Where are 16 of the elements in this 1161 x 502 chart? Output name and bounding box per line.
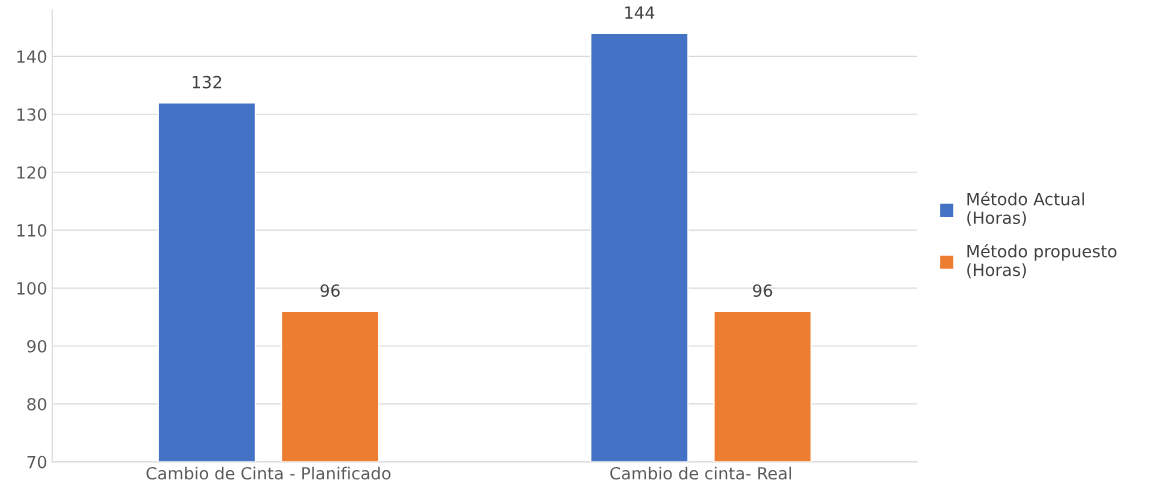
y-tick-label: 100 [17, 282, 47, 295]
y-tick-label: 120 [17, 166, 47, 179]
y-tick-label: 140 [17, 50, 47, 63]
data-label: 144 [625, 6, 655, 19]
x-tick-label: Cambio de cinta- Real [610, 466, 792, 480]
legend-label: Método Actual (Horas) [967, 191, 1084, 227]
data-label: 96 [753, 284, 773, 297]
y-tick-label: 80 [27, 397, 47, 411]
y-tick-label: 110 [17, 224, 47, 237]
data-label: 96 [320, 284, 340, 297]
x-tick-label: Cambio de Cinta - Planificado [146, 466, 391, 480]
y-tick-label: 130 [17, 108, 47, 121]
data-label: 132 [192, 75, 222, 89]
legend-label: Método propuesto (Horas) [967, 243, 1117, 279]
y-tick-label: 70 [27, 455, 47, 469]
y-tick-label: 90 [27, 339, 47, 353]
